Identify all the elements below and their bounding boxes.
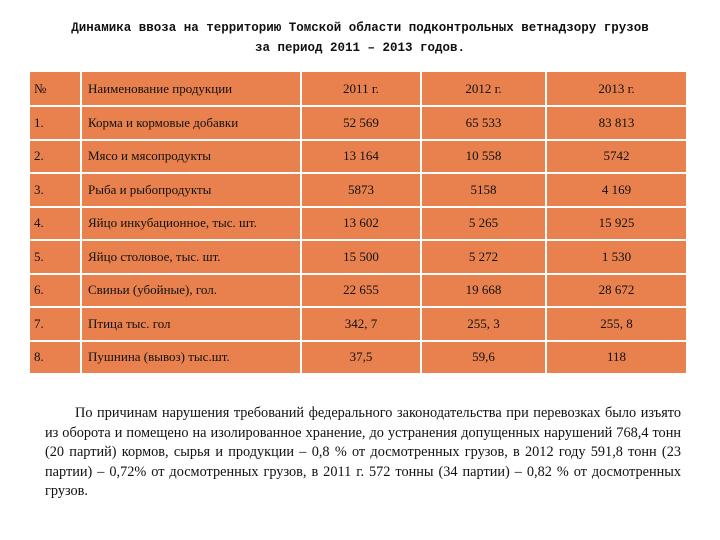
table-row: 4. Яйцо инкубационное, тыс. шт. 13 602 5 26… xyxy=(28,205,688,241)
column-header: 2013 г. xyxy=(545,70,688,107)
table-cell: 19 668 xyxy=(420,272,547,308)
table-cell: 342, 7 xyxy=(300,306,422,342)
table-cell: 52 569 xyxy=(300,105,422,141)
table-body: № Наименование продукции 2011 г. 2012 г. 201… xyxy=(28,70,688,375)
table-row: 8. Пушнина (вывоз) тыс.шт. 37,5 59,6 118 xyxy=(28,339,688,375)
header-row: № Наименование продукции 2011 г. 2012 г. 201… xyxy=(28,70,688,107)
table-cell: 4. xyxy=(28,205,82,241)
table-row: 2. Мясо и мясопродукты 13 164 10 558 5742 xyxy=(28,138,688,174)
table-cell: 83 813 xyxy=(545,105,688,141)
data-table: № Наименование продукции 2011 г. 2012 г. 201… xyxy=(28,70,688,375)
table-cell: 5. xyxy=(28,239,82,275)
column-header: № xyxy=(28,70,82,107)
table-cell: 5742 xyxy=(545,138,688,174)
table-cell: 5 265 xyxy=(420,205,547,241)
table-cell: Корма и кормовые добавки xyxy=(80,105,302,141)
table-row: 6. Свиньи (убойные), гол. 22 655 19 668 28 6… xyxy=(28,272,688,308)
column-header: 2011 г. xyxy=(300,70,422,107)
table-cell: 15 925 xyxy=(545,205,688,241)
table-cell: Свиньи (убойные), гол. xyxy=(80,272,302,308)
table-cell: 5158 xyxy=(420,172,547,208)
table-cell: 4 169 xyxy=(545,172,688,208)
table-cell: 28 672 xyxy=(545,272,688,308)
column-header: 2012 г. xyxy=(420,70,547,107)
table-cell: 1. xyxy=(28,105,82,141)
table-cell: 22 655 xyxy=(300,272,422,308)
table-cell: 118 xyxy=(545,339,688,375)
table-cell: 5 272 xyxy=(420,239,547,275)
subtitle: за период 2011 – 2013 годов. xyxy=(254,41,466,55)
table-cell: 5873 xyxy=(300,172,422,208)
table-row: 7. Птица тыс. гол 342, 7 255, 3 255, 8 xyxy=(28,306,688,342)
table-cell: 13 602 xyxy=(300,205,422,241)
table-cell: 15 500 xyxy=(300,239,422,275)
table-cell: 10 558 xyxy=(420,138,547,174)
table-cell: 2. xyxy=(28,138,82,174)
table-row: 5. Яйцо столовое, тыс. шт. 15 500 5 272 1 53… xyxy=(28,239,688,275)
table-cell: 6. xyxy=(28,272,82,308)
column-header: Наименование продукции xyxy=(80,70,302,107)
title-block: Динамика ввоза на территорию Томской обл… xyxy=(20,18,700,58)
table-cell: 8. xyxy=(28,339,82,375)
table-cell: 1 530 xyxy=(545,239,688,275)
table-cell: Яйцо столовое, тыс. шт. xyxy=(80,239,302,275)
table-cell: 255, 3 xyxy=(420,306,547,342)
table-cell: 37,5 xyxy=(300,339,422,375)
table-cell: 65 533 xyxy=(420,105,547,141)
table-cell: 7. xyxy=(28,306,82,342)
table-cell: 13 164 xyxy=(300,138,422,174)
title: Динамика ввоза на территорию Томской обл… xyxy=(71,21,649,35)
table-cell: Рыба и рыбопродукты xyxy=(80,172,302,208)
table-cell: Яйцо инкубационное, тыс. шт. xyxy=(80,205,302,241)
table-cell: 255, 8 xyxy=(545,306,688,342)
table-cell: 3. xyxy=(28,172,82,208)
table-cell: 59,6 xyxy=(420,339,547,375)
table-cell: Птица тыс. гол xyxy=(80,306,302,342)
table-cell: Мясо и мясопродукты xyxy=(80,138,302,174)
table-row: 1. Корма и кормовые добавки 52 569 65 533 83… xyxy=(28,105,688,141)
paragraph: По причинам нарушения требований федерал… xyxy=(45,405,681,499)
table-row: 3. Рыба и рыбопродукты 5873 5158 4 169 xyxy=(28,172,688,208)
table-cell: Пушнина (вывоз) тыс.шт. xyxy=(80,339,302,375)
